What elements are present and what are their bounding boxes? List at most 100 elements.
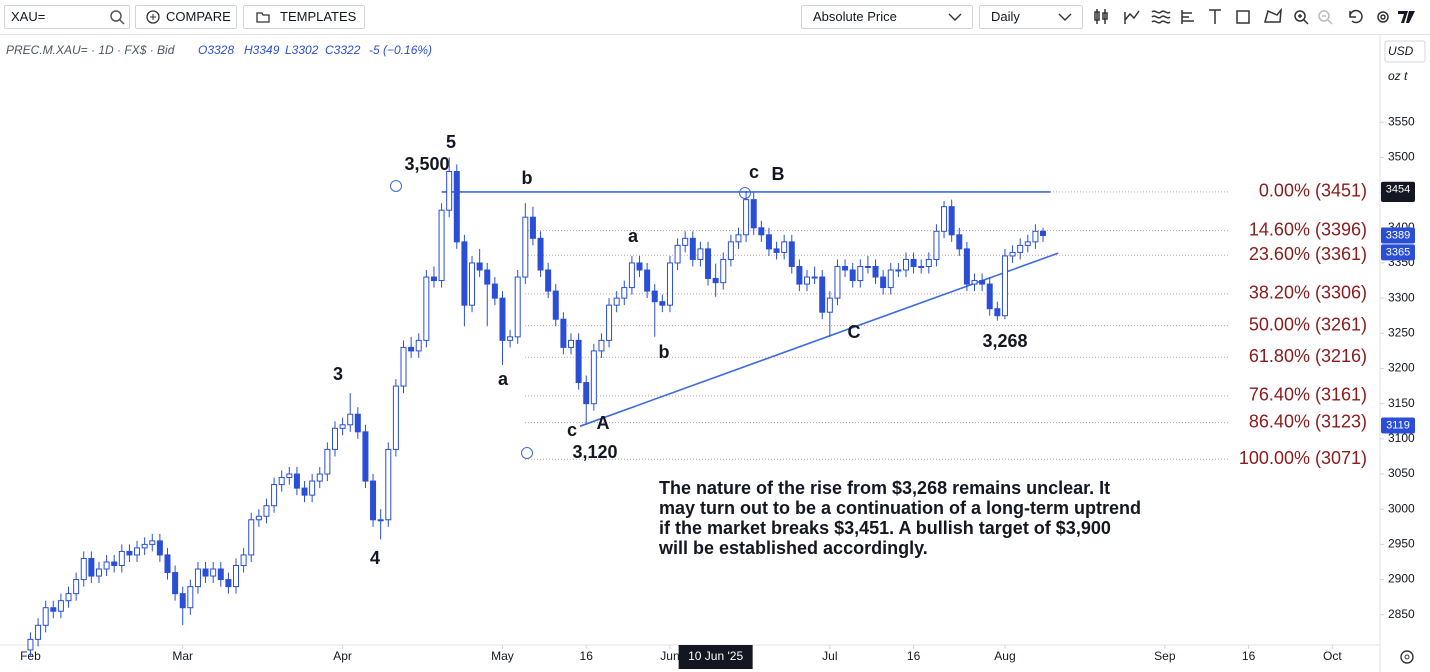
candle-body: [606, 304, 613, 341]
candle-body: [149, 540, 156, 545]
candle-body: [316, 473, 323, 482]
candle-body: [621, 287, 628, 299]
candle-body: [271, 484, 278, 507]
price-mode-dropdown[interactable]: Absolute Price: [801, 5, 973, 29]
candle-body: [476, 262, 483, 271]
candle-body: [164, 554, 171, 574]
candles-icon[interactable]: [1094, 9, 1108, 24]
x-tick-label: Mar: [172, 649, 193, 663]
fib-label: 0.00% (3451): [1259, 181, 1367, 201]
interval-label: Daily: [991, 9, 1020, 24]
text-icon[interactable]: [1209, 9, 1221, 24]
price-tag-label: 3389: [1386, 229, 1410, 241]
candle-body: [750, 199, 757, 229]
fib-label: 61.80% (3216): [1249, 346, 1367, 366]
logo: [1398, 11, 1415, 23]
candle-body: [286, 473, 293, 479]
annotation-line: will be established accordingly.: [658, 538, 928, 558]
wave-label: b: [659, 342, 670, 362]
search-box[interactable]: XAU=: [4, 5, 130, 29]
crosshair-tag: [678, 645, 753, 669]
candle-body: [1009, 251, 1016, 257]
candle-body: [758, 227, 765, 236]
candle-body: [210, 568, 217, 577]
y-tick-label: 3150: [1388, 396, 1415, 410]
y-tick-label: 2850: [1388, 607, 1415, 621]
candle-body: [857, 265, 864, 282]
candle-body: [111, 561, 118, 566]
reset-icon[interactable]: [1349, 9, 1363, 24]
candle-body: [339, 424, 346, 429]
fib-label: 38.20% (3306): [1249, 283, 1367, 303]
candle-body: [65, 593, 72, 602]
candle-body: [819, 276, 826, 313]
wave-label: 5: [446, 132, 456, 152]
candle-body: [187, 586, 194, 609]
candle-body: [788, 241, 795, 267]
fib-label: 14.60% (3396): [1249, 219, 1367, 239]
y-tick-label: 3300: [1388, 290, 1415, 304]
candle-body: [941, 206, 948, 232]
candle-body: [408, 346, 415, 352]
price-tag: [1381, 181, 1415, 198]
candle-body: [933, 230, 940, 260]
settings-gear[interactable]: [1400, 650, 1414, 664]
candle-body: [575, 339, 582, 384]
candle-body: [598, 339, 605, 352]
candle-body: [811, 276, 818, 279]
candle-body: [925, 258, 932, 267]
candle-body: [674, 244, 681, 264]
candle-body: [644, 269, 651, 292]
candle-body: [796, 265, 803, 285]
indicators-icon[interactable]: [1124, 10, 1140, 24]
candle-body: [194, 568, 201, 588]
candle-body: [727, 241, 734, 260]
templates-icon: [256, 12, 270, 23]
candle-body: [689, 237, 696, 260]
candle-body: [225, 579, 232, 588]
candle-body: [446, 170, 453, 211]
candle-body: [545, 269, 552, 292]
pattern-icon[interactable]: [1264, 7, 1282, 23]
fib-handle[interactable]: [739, 187, 751, 199]
candle-body: [735, 234, 742, 243]
price-tag: [1381, 227, 1415, 244]
candle-body: [910, 258, 917, 267]
candle-body: [918, 265, 925, 268]
wave-label: 3,120: [572, 442, 617, 462]
candle-body: [1017, 244, 1024, 253]
candle-body: [887, 269, 894, 289]
legend-low: L3302: [285, 43, 319, 57]
candle-body: [179, 593, 186, 609]
candle-body: [499, 297, 506, 341]
interval-dropdown[interactable]: Daily: [979, 5, 1083, 29]
shape-icon[interactable]: [1236, 10, 1250, 24]
candle-body: [392, 385, 399, 450]
candle-body: [864, 265, 871, 268]
chart: PREC.M.XAU= · 1D · FX$ · Bid O3328 H3349…: [0, 35, 1426, 672]
dropdown-caret: [948, 13, 962, 21]
search-text: XAU=: [11, 9, 46, 24]
currency-box[interactable]: [1384, 40, 1426, 63]
zoom-in-icon[interactable]: [1294, 10, 1309, 25]
x-tick-label: Jun: [660, 649, 679, 663]
zoom-out-icon[interactable]: [1318, 10, 1333, 25]
wave-label: 4: [370, 548, 380, 568]
compare-button[interactable]: COMPARE: [135, 5, 237, 29]
wave-icon[interactable]: [1151, 10, 1171, 24]
fib-handle[interactable]: [521, 447, 533, 459]
settings-icon[interactable]: [1377, 11, 1389, 23]
candle-body: [628, 262, 635, 289]
fib-label: 50.00% (3261): [1249, 314, 1367, 334]
candle-body: [438, 209, 445, 282]
candle-body: [461, 241, 468, 306]
candle-body: [27, 638, 34, 651]
candle-body: [514, 276, 521, 338]
candle-body: [880, 276, 887, 289]
templates-button[interactable]: TEMPLATES: [243, 5, 365, 29]
lines-icon[interactable]: [1181, 10, 1194, 24]
y-tick-label: 3050: [1388, 466, 1415, 480]
fib-label: 86.40% (3123): [1249, 411, 1367, 431]
fib-handle[interactable]: [390, 180, 402, 192]
